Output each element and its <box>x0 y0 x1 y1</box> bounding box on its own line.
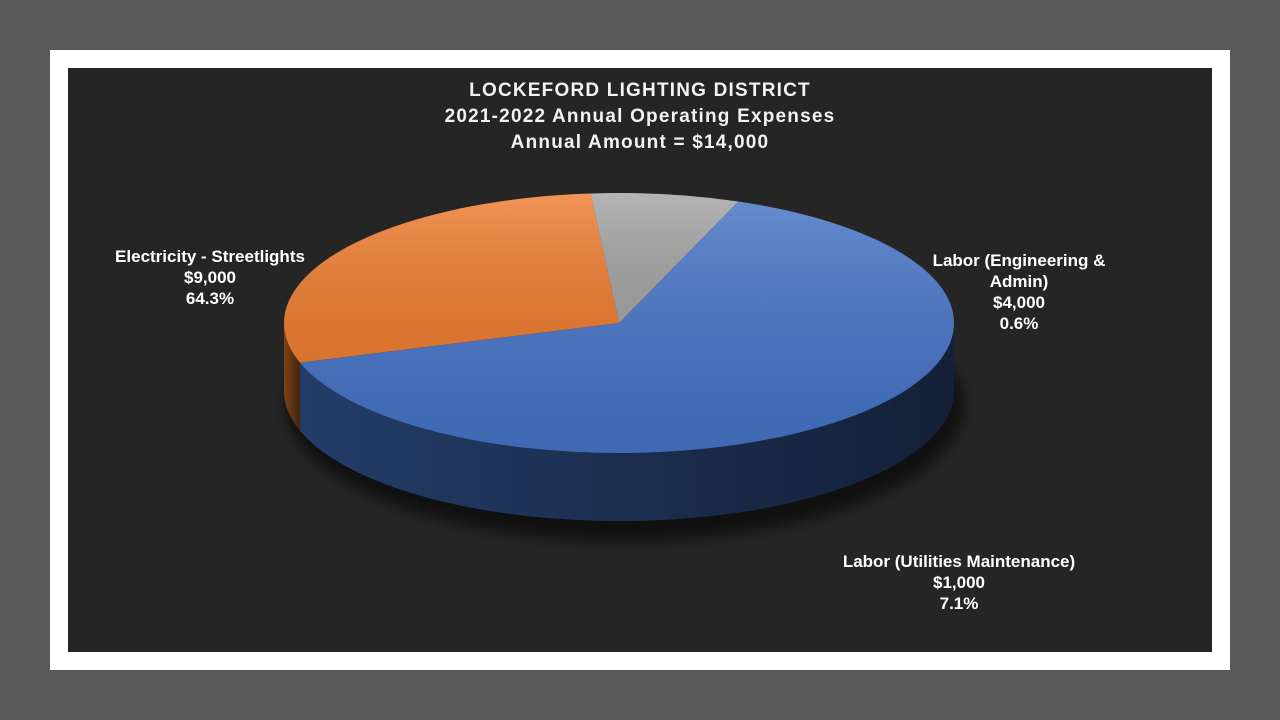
slice-value-electricity: $9,000 <box>184 268 236 287</box>
chart-subtitle-amount: Annual Amount = $14,000 <box>510 132 770 153</box>
chart-title-block: LOCKEFORD LIGHTING DISTRICT 2021-2022 An… <box>68 78 1212 156</box>
pie-slice-gloss-maintenance <box>590 193 739 323</box>
slice-value-maintenance: $1,000 <box>933 573 985 592</box>
slice-label-engineering: Labor (Engineering & Admin) $4,000 0.6% <box>918 250 1120 334</box>
pie-side-shade-engineering <box>284 323 300 431</box>
slice-percent-engineering: 0.6% <box>999 314 1039 333</box>
slice-percent-maintenance: 7.1% <box>939 594 979 613</box>
chart-subtitle: 2021-2022 Annual Operating Expenses <box>444 106 836 127</box>
slice-label-maintenance: Labor (Utilities Maintenance) $1,000 7.1… <box>822 551 1096 614</box>
slice-name-engineering: Labor (Engineering & Admin) <box>932 251 1106 291</box>
slice-name-maintenance: Labor (Utilities Maintenance) <box>842 552 1076 571</box>
slice-label-electricity: Electricity - Streetlights $9,000 64.3% <box>96 246 324 309</box>
slice-value-engineering: $4,000 <box>993 293 1045 312</box>
slice-percent-electricity: 64.3% <box>185 289 235 308</box>
pie-slice-gloss-engineering <box>283 193 619 363</box>
pie-side-shade-electricity <box>299 323 954 521</box>
pie-slice-gloss-electricity <box>299 201 954 453</box>
slice-name-electricity: Electricity - Streetlights <box>115 247 305 266</box>
chart-title: LOCKEFORD LIGHTING DISTRICT <box>469 80 811 101</box>
